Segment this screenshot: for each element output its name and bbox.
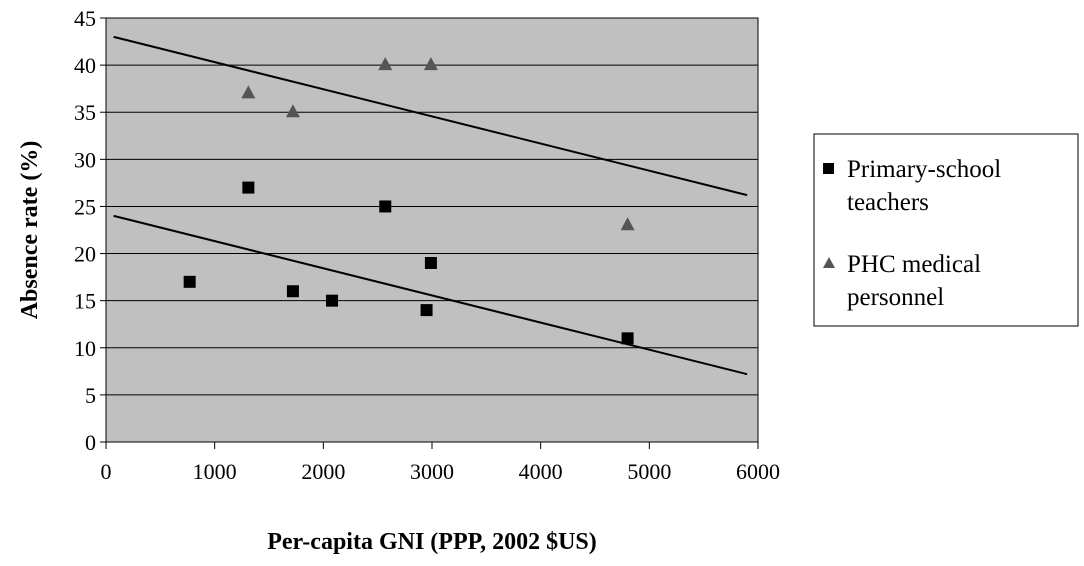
y-tick-label: 45 (74, 6, 96, 31)
legend: Primary-school teachers PHC medical pers… (813, 133, 1079, 327)
x-tick-label: 6000 (736, 459, 780, 484)
data-point-square (621, 332, 634, 345)
y-tick-label: 35 (74, 100, 96, 125)
data-point-square (286, 285, 299, 298)
x-axis-title: Per-capita GNI (PPP, 2002 $US) (267, 529, 597, 555)
trendline-phc (113, 35, 748, 197)
x-tick-label: 3000 (410, 459, 454, 484)
x-tick-label: 5000 (627, 459, 671, 484)
y-tick-label: 25 (74, 194, 96, 219)
data-point-triangle (378, 57, 393, 71)
x-axis: 0 1000 2000 3000 4000 5000 6000 (101, 441, 780, 484)
y-axis: 0 5 10 15 20 25 30 35 40 45 (74, 6, 107, 455)
y-axis-title: Absence rate (%) (17, 141, 43, 320)
legend-label-phc-line2: personnel (847, 284, 944, 311)
data-point-square (424, 256, 437, 269)
x-tick-label: 1000 (193, 459, 237, 484)
legend-label-teachers-line1: Primary-school (847, 156, 1001, 183)
legend-label-teachers-line2: teachers (847, 189, 929, 216)
y-tick-label: 40 (74, 53, 96, 78)
trendlines (113, 35, 748, 376)
legend-marker-square (823, 163, 834, 174)
y-tick-label: 10 (74, 336, 96, 361)
data-point-square (379, 200, 392, 213)
x-tick-label: 2000 (301, 459, 345, 484)
y-tick-label: 0 (85, 430, 96, 455)
data-point-triangle (423, 57, 438, 71)
data-point-triangle (620, 217, 635, 231)
y-tick-label: 5 (85, 383, 96, 408)
legend-box (813, 133, 1079, 327)
y-tick-label: 20 (74, 242, 96, 267)
data-markers (183, 57, 635, 345)
trendline-teachers (113, 214, 748, 376)
x-tick-label: 4000 (519, 459, 563, 484)
legend-marker-triangle (823, 257, 835, 268)
data-point-triangle (285, 104, 300, 118)
data-point-triangle (241, 85, 256, 99)
data-point-square (326, 294, 339, 307)
y-tick-label: 15 (74, 289, 96, 314)
data-point-square (242, 181, 255, 194)
x-tick-label: 0 (101, 459, 112, 484)
gridlines (106, 17, 758, 396)
plot-area (105, 17, 759, 443)
data-point-square (420, 304, 433, 317)
data-point-square (183, 275, 196, 288)
legend-label-phc-line1: PHC medical (847, 251, 981, 278)
y-tick-label: 30 (74, 147, 96, 172)
